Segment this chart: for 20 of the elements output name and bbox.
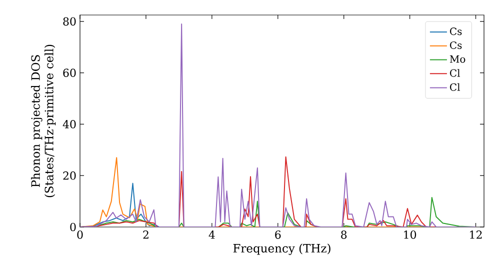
x-tick-label: 10 (404, 230, 416, 239)
legend-label: Cl (450, 83, 460, 91)
x-tick-label: 2 (143, 230, 148, 239)
legend-label: Cl (450, 69, 460, 77)
x-tick-label: 4 (208, 230, 215, 239)
y-tick-label: 0 (70, 222, 76, 232)
x-tick-label: 6 (275, 230, 281, 239)
x-tick-label: 12 (470, 230, 482, 239)
y-tick-label: 80 (63, 17, 76, 26)
legend-label: Mo (450, 55, 466, 63)
x-tick-label: 0 (77, 230, 83, 239)
legend-label: Cs (450, 41, 462, 50)
y-axis-title: Phonon projected DOS (States/THz·primitive cell) (31, 44, 56, 198)
legend-label: Cs (450, 28, 462, 36)
y-tick-label: 40 (62, 120, 76, 128)
x-axis-title: Frequency (THz) (233, 244, 330, 255)
x-tick-label: 8 (341, 230, 347, 239)
y-tick-label: 60 (63, 68, 76, 77)
y-tick-label: 20 (63, 171, 76, 180)
line-series (80, 23, 476, 227)
